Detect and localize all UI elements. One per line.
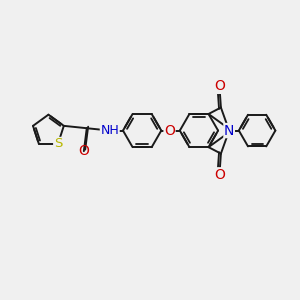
Text: N: N	[224, 124, 234, 138]
Text: S: S	[54, 137, 62, 151]
Text: NH: NH	[100, 124, 119, 137]
Text: O: O	[214, 79, 225, 93]
Text: O: O	[214, 168, 225, 182]
Text: O: O	[78, 144, 89, 158]
Text: O: O	[164, 124, 175, 138]
Text: S: S	[54, 137, 62, 151]
